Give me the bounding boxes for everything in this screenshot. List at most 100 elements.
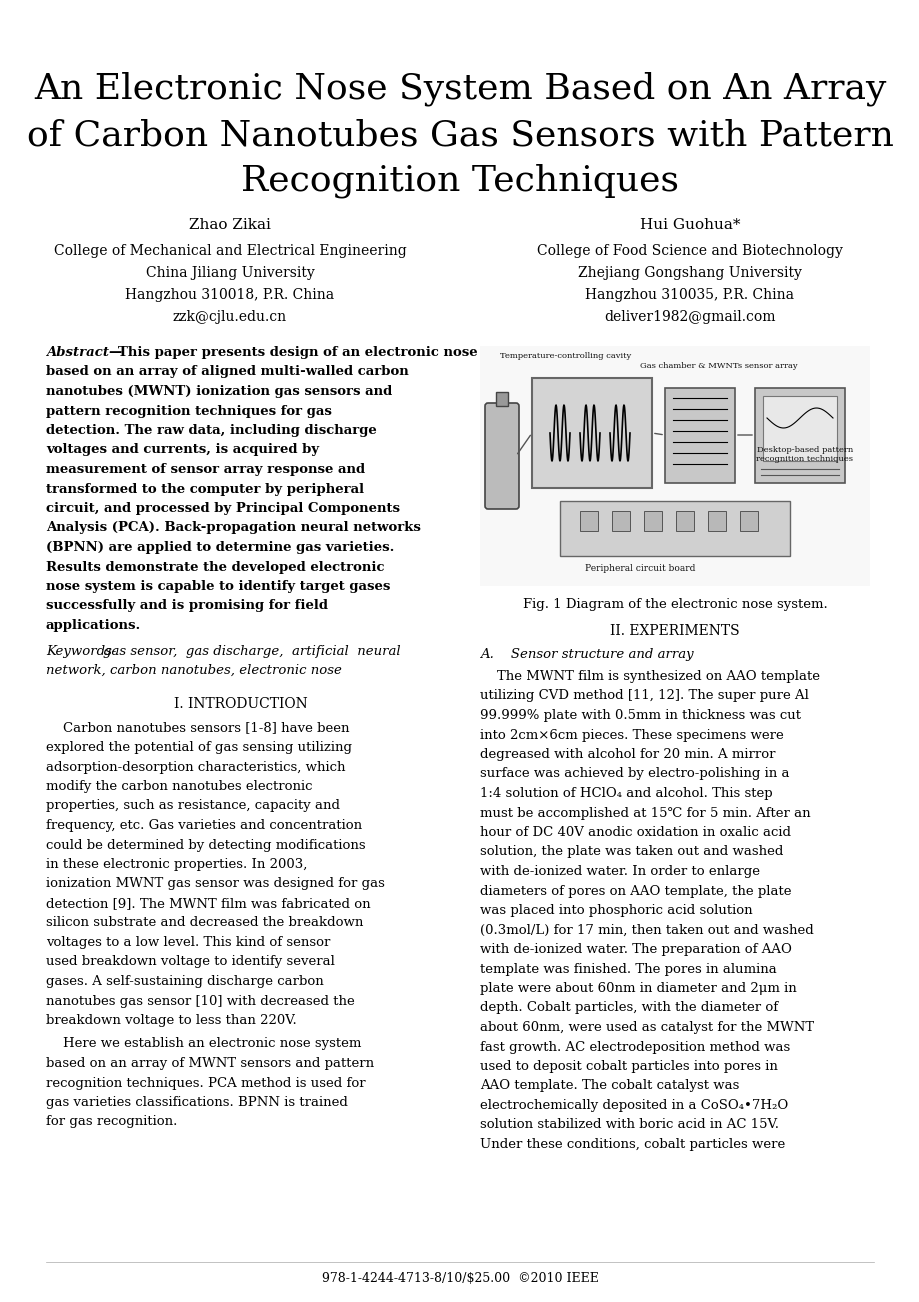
Text: modify the carbon nanotubes electronic: modify the carbon nanotubes electronic — [46, 780, 312, 793]
Text: circuit, and processed by Principal Components: circuit, and processed by Principal Comp… — [46, 503, 400, 516]
Bar — [762, 396, 836, 461]
Text: nose system is capable to identify target gases: nose system is capable to identify targe… — [46, 579, 390, 592]
Text: I. INTRODUCTION: I. INTRODUCTION — [174, 698, 308, 711]
Text: Under these conditions, cobalt particles were: Under these conditions, cobalt particles… — [480, 1138, 785, 1151]
Text: pattern recognition techniques for gas: pattern recognition techniques for gas — [46, 405, 332, 418]
Text: silicon substrate and decreased the breakdown: silicon substrate and decreased the brea… — [46, 917, 363, 930]
Text: used breakdown voltage to identify several: used breakdown voltage to identify sever… — [46, 956, 335, 969]
Text: Abstract—: Abstract— — [46, 346, 122, 359]
Text: Temperature-controlling cavity: Temperature-controlling cavity — [499, 352, 630, 359]
Text: in these electronic properties. In 2003,: in these electronic properties. In 2003, — [46, 858, 307, 871]
Text: gas varieties classifications. BPNN is trained: gas varieties classifications. BPNN is t… — [46, 1096, 347, 1109]
Text: Keywords-: Keywords- — [46, 644, 116, 658]
Bar — [708, 510, 725, 531]
Text: breakdown voltage to less than 220V.: breakdown voltage to less than 220V. — [46, 1014, 297, 1027]
Text: Desktop-based pattern
recognition techniques: Desktop-based pattern recognition techni… — [755, 447, 853, 464]
Text: Results demonstrate the developed electronic: Results demonstrate the developed electr… — [46, 560, 384, 573]
Text: 1:4 solution of HClO₄ and alcohol. This step: 1:4 solution of HClO₄ and alcohol. This … — [480, 786, 772, 799]
Text: depth. Cobalt particles, with the diameter of: depth. Cobalt particles, with the diamet… — [480, 1001, 777, 1014]
Text: Hui Guohua*: Hui Guohua* — [639, 217, 740, 232]
Text: Hangzhou 310035, P.R. China: Hangzhou 310035, P.R. China — [584, 288, 794, 302]
Text: could be determined by detecting modifications: could be determined by detecting modific… — [46, 838, 365, 852]
Text: of Carbon Nanotubes Gas Sensors with Pattern: of Carbon Nanotubes Gas Sensors with Pat… — [27, 118, 892, 152]
Text: fast growth. AC electrodeposition method was: fast growth. AC electrodeposition method… — [480, 1040, 789, 1053]
Bar — [675, 510, 693, 531]
Text: about 60nm, were used as catalyst for the MWNT: about 60nm, were used as catalyst for th… — [480, 1021, 813, 1034]
Text: The MWNT film is synthesized on AAO template: The MWNT film is synthesized on AAO temp… — [480, 671, 819, 684]
Text: An Electronic Nose System Based on An Array: An Electronic Nose System Based on An Ar… — [34, 72, 885, 107]
Text: network, carbon nanotubes, electronic nose: network, carbon nanotubes, electronic no… — [46, 664, 342, 677]
Text: used to deposit cobalt particles into pores in: used to deposit cobalt particles into po… — [480, 1060, 777, 1073]
Text: (BPNN) are applied to determine gas varieties.: (BPNN) are applied to determine gas vari… — [46, 542, 394, 553]
Text: adsorption-desorption characteristics, which: adsorption-desorption characteristics, w… — [46, 760, 346, 773]
Bar — [579, 510, 597, 531]
Text: diameters of pores on AAO template, the plate: diameters of pores on AAO template, the … — [480, 884, 790, 897]
Text: solution stabilized with boric acid in AC 15V.: solution stabilized with boric acid in A… — [480, 1118, 778, 1131]
Text: A.    Sensor structure and array: A. Sensor structure and array — [480, 648, 693, 661]
Bar — [531, 378, 652, 488]
Text: degreased with alcohol for 20 min. A mirror: degreased with alcohol for 20 min. A mir… — [480, 749, 775, 760]
Text: was placed into phosphoric acid solution: was placed into phosphoric acid solution — [480, 904, 752, 917]
Text: voltages to a low level. This kind of sensor: voltages to a low level. This kind of se… — [46, 936, 330, 949]
Bar — [611, 510, 630, 531]
Text: successfully and is promising for field: successfully and is promising for field — [46, 599, 328, 612]
Text: Zhejiang Gongshang University: Zhejiang Gongshang University — [577, 266, 801, 280]
Text: II. EXPERIMENTS: II. EXPERIMENTS — [609, 624, 739, 638]
Text: deliver1982@gmail.com: deliver1982@gmail.com — [604, 310, 775, 324]
Text: template was finished. The pores in alumina: template was finished. The pores in alum… — [480, 962, 776, 975]
Text: China Jiliang University: China Jiliang University — [145, 266, 314, 280]
Text: detection. The raw data, including discharge: detection. The raw data, including disch… — [46, 424, 377, 437]
Text: 978-1-4244-4713-8/10/$25.00  ©2010 IEEE: 978-1-4244-4713-8/10/$25.00 ©2010 IEEE — [322, 1272, 597, 1285]
Text: solution, the plate was taken out and washed: solution, the plate was taken out and wa… — [480, 845, 782, 858]
Text: based on an array of MWNT sensors and pattern: based on an array of MWNT sensors and pa… — [46, 1057, 374, 1070]
Text: detection [9]. The MWNT film was fabricated on: detection [9]. The MWNT film was fabrica… — [46, 897, 370, 910]
Text: Hangzhou 310018, P.R. China: Hangzhou 310018, P.R. China — [125, 288, 335, 302]
Text: with de-ionized water. In order to enlarge: with de-ionized water. In order to enlar… — [480, 865, 759, 878]
Text: zzk@cjlu.edu.cn: zzk@cjlu.edu.cn — [173, 310, 287, 324]
Text: Fig. 1 Diagram of the electronic nose system.: Fig. 1 Diagram of the electronic nose sy… — [522, 598, 826, 611]
Text: frequency, etc. Gas varieties and concentration: frequency, etc. Gas varieties and concen… — [46, 819, 362, 832]
Text: College of Mechanical and Electrical Engineering: College of Mechanical and Electrical Eng… — [53, 243, 406, 258]
Text: hour of DC 40V anodic oxidation in oxalic acid: hour of DC 40V anodic oxidation in oxali… — [480, 825, 790, 838]
Bar — [560, 501, 789, 556]
Bar — [754, 388, 844, 483]
Text: Zhao Zikai: Zhao Zikai — [189, 217, 270, 232]
Text: AAO template. The cobalt catalyst was: AAO template. The cobalt catalyst was — [480, 1079, 739, 1092]
Text: Recognition Techniques: Recognition Techniques — [241, 164, 678, 198]
Text: into 2cm×6cm pieces. These specimens were: into 2cm×6cm pieces. These specimens wer… — [480, 729, 783, 742]
Text: applications.: applications. — [46, 618, 142, 631]
Text: nanotubes gas sensor [10] with decreased the: nanotubes gas sensor [10] with decreased… — [46, 995, 355, 1008]
Bar — [480, 346, 869, 586]
Text: Gas chamber & MWNTs sensor array: Gas chamber & MWNTs sensor array — [640, 362, 797, 370]
Text: 99.999% plate with 0.5mm in thickness was cut: 99.999% plate with 0.5mm in thickness wa… — [480, 710, 800, 723]
Text: for gas recognition.: for gas recognition. — [46, 1116, 177, 1129]
Text: voltages and currents, is acquired by: voltages and currents, is acquired by — [46, 444, 319, 457]
Text: This paper presents design of an electronic nose: This paper presents design of an electro… — [118, 346, 477, 359]
Text: must be accomplished at 15℃ for 5 min. After an: must be accomplished at 15℃ for 5 min. A… — [480, 806, 810, 819]
Text: Carbon nanotubes sensors [1-8] have been: Carbon nanotubes sensors [1-8] have been — [46, 721, 349, 734]
Text: nanotubes (MWNT) ionization gas sensors and: nanotubes (MWNT) ionization gas sensors … — [46, 385, 391, 398]
Text: Peripheral circuit board: Peripheral circuit board — [584, 564, 695, 573]
Text: explored the potential of gas sensing utilizing: explored the potential of gas sensing ut… — [46, 741, 352, 754]
Text: electrochemically deposited in a CoSO₄•7H₂O: electrochemically deposited in a CoSO₄•7… — [480, 1099, 788, 1112]
Text: ionization MWNT gas sensor was designed for gas: ionization MWNT gas sensor was designed … — [46, 878, 384, 891]
Text: Analysis (PCA). Back-propagation neural networks: Analysis (PCA). Back-propagation neural … — [46, 522, 420, 535]
Text: College of Food Science and Biotechnology: College of Food Science and Biotechnolog… — [537, 243, 842, 258]
Text: properties, such as resistance, capacity and: properties, such as resistance, capacity… — [46, 799, 340, 812]
Bar — [643, 510, 662, 531]
Text: measurement of sensor array response and: measurement of sensor array response and — [46, 464, 365, 477]
Text: transformed to the computer by peripheral: transformed to the computer by periphera… — [46, 483, 364, 496]
Text: surface was achieved by electro-polishing in a: surface was achieved by electro-polishin… — [480, 767, 789, 780]
Text: with de-ionized water. The preparation of AAO: with de-ionized water. The preparation o… — [480, 943, 791, 956]
Bar — [739, 510, 757, 531]
Text: plate were about 60nm in diameter and 2μm in: plate were about 60nm in diameter and 2μ… — [480, 982, 796, 995]
Text: (0.3mol/L) for 17 min, then taken out and washed: (0.3mol/L) for 17 min, then taken out an… — [480, 923, 813, 936]
Text: Here we establish an electronic nose system: Here we establish an electronic nose sys… — [46, 1038, 361, 1051]
FancyBboxPatch shape — [484, 404, 518, 509]
Text: based on an array of aligned multi-walled carbon: based on an array of aligned multi-walle… — [46, 366, 408, 379]
Text: gases. A self-sustaining discharge carbon: gases. A self-sustaining discharge carbo… — [46, 975, 323, 988]
FancyBboxPatch shape — [495, 392, 507, 406]
Text: recognition techniques. PCA method is used for: recognition techniques. PCA method is us… — [46, 1077, 365, 1090]
Bar — [664, 388, 734, 483]
Text: utilizing CVD method [11, 12]. The super pure Al: utilizing CVD method [11, 12]. The super… — [480, 690, 808, 703]
